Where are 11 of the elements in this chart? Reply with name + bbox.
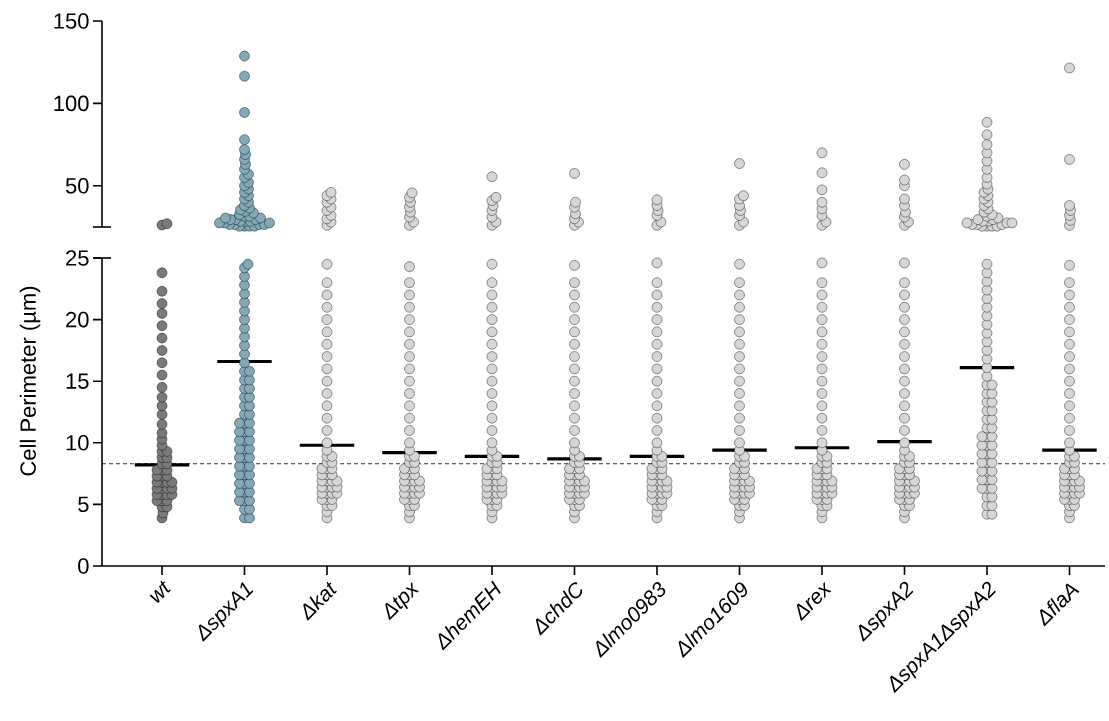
y-tick-label: 50 [65,178,89,194]
y-tick-label: 5 [78,496,89,513]
y-tick-label: 150 [54,13,89,29]
y-tick-label: 25 [66,250,89,266]
y-tick-label: 20 [66,311,89,328]
y-tick-label: 15 [66,373,89,389]
y-tick-label: 100 [54,95,89,112]
y-tick-label: 10 [66,435,89,451]
y-axis-title: Cell Perimeter (µm) [19,286,41,476]
x-tick-label: wt [149,580,171,604]
y-tick-label: 0 [78,558,89,574]
